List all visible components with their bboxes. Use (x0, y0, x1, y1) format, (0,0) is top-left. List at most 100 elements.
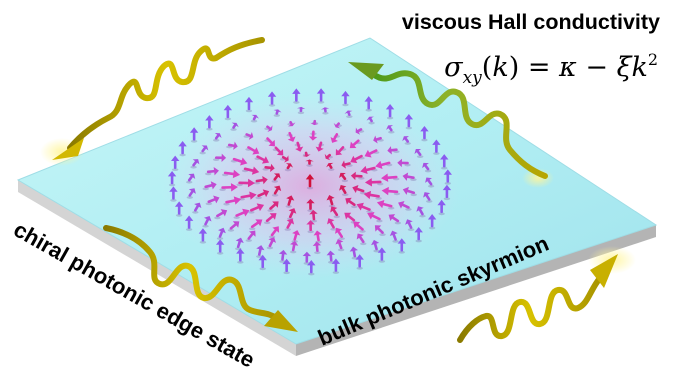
skyrmion-arrow (440, 154, 449, 170)
skyrmion-arrow (178, 140, 187, 157)
skyrmion-arrow (236, 248, 245, 264)
skyrmion-arrow (264, 137, 275, 147)
skyrmion-arrow (350, 154, 365, 164)
skyrmion-arrow (404, 113, 414, 130)
skyrmion-arrow (214, 209, 228, 220)
skyrmion-arrow (350, 171, 365, 181)
skyrmion-arrow (271, 185, 282, 197)
skyrmion-arrow (442, 184, 452, 201)
skyrmion-arrow (398, 200, 412, 211)
skyrmion-arrow (335, 227, 345, 240)
skyrmion-arrow (402, 172, 417, 182)
skyrmion-arrow (367, 211, 383, 223)
skyrmion-arrow (377, 247, 387, 263)
skyrmion-arrow (202, 181, 217, 191)
skyrmion-arrow (273, 109, 282, 117)
skyrmion-arrow (385, 103, 395, 120)
skyrmion-arrow (374, 225, 386, 237)
skyrmion-arrow (389, 230, 399, 243)
skyrmion-arrow (280, 155, 289, 163)
skyrmion-arrow (230, 122, 239, 131)
skyrmion-arrow (341, 90, 350, 107)
skyrmion-arrow (226, 141, 238, 150)
edge-waves (40, 37, 636, 343)
viscous-hall-formula: σxy(k) = κ − ξk2 (444, 50, 658, 88)
skyrmion-arrow (253, 175, 268, 185)
skyrmion-arrow (388, 214, 402, 225)
skyrmion-arrow (315, 141, 325, 152)
skyrmion-arrow (402, 186, 417, 197)
skyrmion-arrow (416, 206, 426, 218)
skyrmion-arrow (236, 178, 255, 188)
skyrmion-arrow (422, 162, 432, 173)
skyrmion-arrow (305, 159, 314, 167)
skyrmion-arrow (190, 159, 200, 169)
skyrmion-arrow (215, 239, 225, 255)
skyrmion-arrow (364, 96, 373, 112)
skyrmion-arrow (245, 230, 256, 242)
skyrmion-arrow (366, 116, 375, 125)
skyrmion-arrow (284, 218, 295, 231)
skyrmion-arrow (268, 226, 280, 239)
skyrmion-arrow (327, 218, 337, 231)
skyrmion-arrow (360, 165, 378, 175)
skyrmion-arrow (233, 208, 250, 219)
skyrmion-arrow (266, 237, 277, 250)
wave-bottom-left (103, 225, 279, 321)
skyrmion-arrow (353, 221, 366, 233)
skyrmion-arrow (326, 195, 336, 208)
skyrmion-arrow (310, 119, 319, 126)
skyrmion-arrow (174, 201, 184, 217)
skyrmion-arrow (296, 106, 306, 115)
skyrmion-arrow (414, 226, 423, 243)
skyrmion-arrow (330, 206, 340, 219)
skyrmion-arrow (402, 136, 411, 145)
skyrmion-arrow (432, 139, 441, 155)
skyrmion-arrow (335, 146, 347, 156)
skyrmion-arrow (205, 115, 214, 131)
skyrmion-arrow (425, 177, 435, 188)
skyrmion-arrow (284, 163, 294, 172)
skyrmion-arrow (437, 199, 446, 216)
skyrmion-arrow (335, 238, 345, 252)
skyrmion-arrow (199, 145, 209, 155)
skyrmion-arrow (344, 110, 353, 119)
skyrmion-arrow (267, 91, 277, 107)
skyrmion-arrow (381, 186, 401, 196)
skyrmion-arrow (286, 131, 296, 142)
skyrmion-arrow (262, 163, 275, 173)
skyrmion-arrow (198, 228, 208, 244)
skyrmion-arrow (364, 149, 380, 158)
skyrmion-arrow (414, 148, 424, 158)
skyrmion-arrow (292, 88, 301, 104)
skyrmion-arrow (341, 160, 353, 169)
skyrmion-arrow (397, 238, 406, 254)
skyrmion-arrow (356, 233, 367, 246)
skyrmion-arrow (249, 219, 263, 231)
title-label: viscous Hall conductivity (402, 10, 660, 34)
skyrmion-arrow (364, 178, 384, 187)
skyrmion-arrow (267, 201, 279, 212)
skyrmion-arrow (326, 250, 335, 264)
skyrmion-arrow (386, 125, 395, 134)
slab-side-right (296, 225, 656, 356)
skyrmion-arrow (245, 146, 260, 155)
skyrmion-arrow (248, 203, 265, 214)
skyrmion-arrow (355, 254, 364, 270)
skyrmion-arrow (324, 153, 333, 161)
wave-bottom-right (457, 275, 603, 343)
arrowhead-bottom-right (590, 254, 618, 288)
skyrmion-arrow (250, 114, 259, 123)
skyrmion-arrow (312, 241, 322, 255)
skyrmion-arrow (306, 198, 315, 212)
skyrmion-arrow (363, 190, 382, 200)
skyrmion-arrow (349, 246, 359, 260)
skyrmion-arrow (256, 245, 265, 258)
skyrmion-arrow (375, 160, 393, 169)
skyrmion-arrow (373, 135, 384, 144)
skyrmion-arrow (387, 146, 400, 155)
skyrmion-arrow (420, 125, 429, 142)
skyrmion-arrow (294, 141, 304, 152)
skyrmion-arrow (339, 185, 349, 197)
